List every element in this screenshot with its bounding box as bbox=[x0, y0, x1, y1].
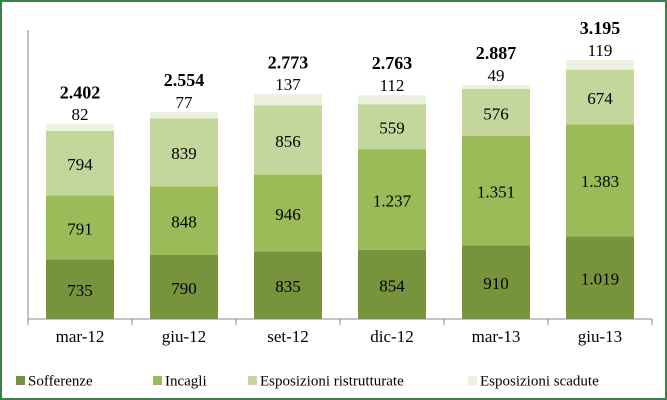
value-label: 559 bbox=[379, 119, 405, 138]
value-label: 576 bbox=[483, 104, 509, 123]
legend-label: Sofferenze bbox=[28, 373, 93, 389]
bar-segment bbox=[566, 60, 634, 70]
bar-segment bbox=[566, 124, 634, 237]
legend-label: Esposizioni ristrutturate bbox=[260, 373, 404, 389]
bar-segment bbox=[462, 85, 530, 90]
x-tick-label: giu-13 bbox=[578, 327, 622, 346]
legend-swatch bbox=[153, 376, 162, 385]
bar-segment bbox=[150, 254, 218, 319]
bar-segment bbox=[254, 94, 322, 106]
bar-segment bbox=[254, 105, 322, 175]
legend-label: Incagli bbox=[165, 373, 207, 389]
value-label: 848 bbox=[171, 212, 197, 231]
bar-segment bbox=[462, 245, 530, 319]
bar-segment bbox=[150, 186, 218, 255]
value-label: 839 bbox=[171, 144, 197, 163]
value-label: 791 bbox=[67, 219, 93, 238]
total-label: 2.887 bbox=[476, 43, 517, 63]
total-label: 2.554 bbox=[164, 70, 205, 90]
value-label: 1.019 bbox=[581, 270, 619, 289]
bar-segment bbox=[566, 236, 634, 319]
value-label: 82 bbox=[72, 105, 89, 124]
x-tick-label: dic-12 bbox=[370, 327, 413, 346]
total-label: 2.402 bbox=[60, 82, 101, 102]
x-tick-label: mar-12 bbox=[56, 327, 105, 346]
value-label: 1.237 bbox=[373, 192, 412, 211]
bar-segment bbox=[46, 124, 114, 131]
total-label: 2.773 bbox=[268, 52, 309, 72]
value-label: 835 bbox=[275, 277, 301, 296]
legend-label: Esposizioni scadute bbox=[480, 373, 599, 389]
legend-swatch bbox=[468, 376, 477, 385]
bar-segment bbox=[46, 130, 114, 196]
value-label: 49 bbox=[488, 66, 505, 85]
value-label: 946 bbox=[275, 205, 301, 224]
bar-segment bbox=[150, 111, 218, 119]
bar-segment bbox=[358, 104, 426, 150]
value-label: 137 bbox=[275, 75, 301, 94]
value-label: 854 bbox=[379, 276, 405, 295]
legend-swatch bbox=[248, 376, 257, 385]
total-label: 2.763 bbox=[372, 53, 413, 73]
value-label: 856 bbox=[275, 132, 301, 151]
x-tick-label: giu-12 bbox=[162, 327, 206, 346]
bar-segment bbox=[150, 118, 218, 187]
value-label: 1.383 bbox=[581, 172, 619, 191]
bar-segment bbox=[358, 249, 426, 319]
value-label: 910 bbox=[483, 274, 509, 293]
value-label: 112 bbox=[380, 76, 405, 95]
bar-segment bbox=[46, 259, 114, 319]
x-tick-label: set-12 bbox=[267, 327, 309, 346]
x-tick-label: mar-13 bbox=[472, 327, 521, 346]
total-label: 3.195 bbox=[580, 18, 621, 38]
bar-segment bbox=[462, 89, 530, 136]
value-label: 119 bbox=[588, 41, 613, 60]
value-label: 77 bbox=[176, 93, 194, 112]
value-label: 1.351 bbox=[477, 182, 515, 201]
bar-segment bbox=[254, 251, 322, 319]
value-label: 794 bbox=[67, 155, 93, 174]
legend-swatch bbox=[16, 376, 25, 385]
value-label: 790 bbox=[171, 279, 197, 298]
bar-segment bbox=[358, 95, 426, 105]
bar-segment bbox=[254, 174, 322, 252]
bar-segment bbox=[566, 69, 634, 125]
bar-segment bbox=[462, 135, 530, 246]
bar-segment bbox=[46, 195, 114, 260]
value-label: 735 bbox=[67, 281, 93, 300]
value-label: 674 bbox=[587, 89, 613, 108]
bar-segment bbox=[358, 149, 426, 250]
